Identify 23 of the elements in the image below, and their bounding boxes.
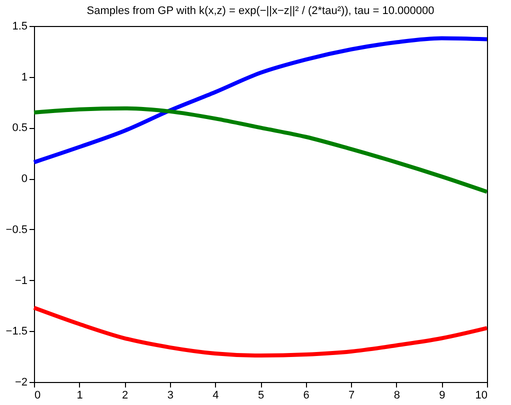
x-tick-label: 0 <box>34 390 41 402</box>
y-tick-label: 1 <box>21 71 28 84</box>
y-tick-label: 0 <box>21 173 28 186</box>
y-tick-label: −2 <box>14 376 28 388</box>
line-series <box>32 106 489 194</box>
x-tick-label: 1 <box>76 390 83 402</box>
x-tick-label: 4 <box>212 390 219 402</box>
x-tick-label: 10 <box>475 390 488 402</box>
line-series <box>32 306 489 358</box>
x-tick-label: 7 <box>348 390 355 402</box>
x-tick-label: 8 <box>394 390 400 402</box>
chart-title: Samples from GP with k(x,z) = exp(−||x−z||² / (2*tau²)), tau = 10.000000 <box>86 5 434 17</box>
y-tick-label: −1.5 <box>6 326 28 338</box>
line-series <box>32 36 489 164</box>
x-tick-label: 9 <box>439 390 446 402</box>
x-tick-label: 5 <box>258 390 264 402</box>
y-tick-label: −0.5 <box>6 224 28 236</box>
x-tick-label: 6 <box>303 390 310 402</box>
x-tick-label: 2 <box>122 390 128 402</box>
y-tick-label: −1 <box>14 274 28 287</box>
x-tick-label: 3 <box>167 390 174 402</box>
y-tick-label: 0.5 <box>12 122 28 134</box>
y-tick-label: 1.5 <box>12 20 28 32</box>
